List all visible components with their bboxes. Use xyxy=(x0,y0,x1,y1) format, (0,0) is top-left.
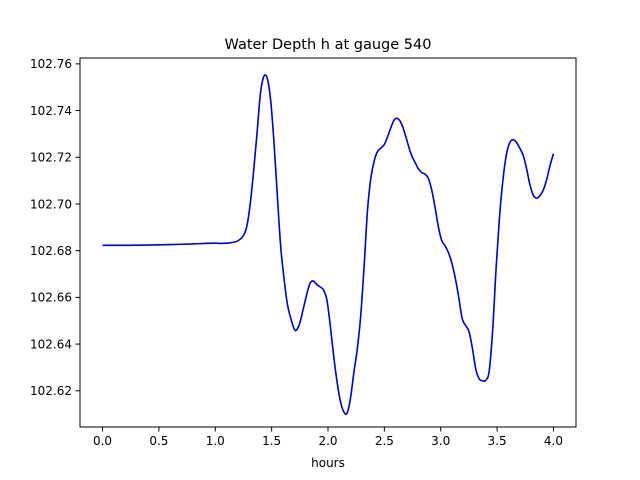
x-tick-label: 2.5 xyxy=(375,434,394,448)
chart-title: Water Depth h at gauge 540 xyxy=(225,37,432,53)
y-tick-label: 102.76 xyxy=(30,57,72,71)
series-layer xyxy=(102,74,555,415)
y-tick-label: 102.66 xyxy=(30,291,72,305)
plot-frame xyxy=(79,57,577,428)
y-tick-label: 102.62 xyxy=(30,384,72,398)
x-tick-label: 2.0 xyxy=(318,434,337,448)
x-tick-label: 0.5 xyxy=(149,434,168,448)
x-tick-label: 1.5 xyxy=(262,434,281,448)
x-tick-label: 3.5 xyxy=(488,434,507,448)
x-axis: 0.0 0.5 1.0 1.5 2.0 2.5 3.0 3.5 4.0 xyxy=(93,427,563,448)
x-tick-label: 4.0 xyxy=(544,434,563,448)
x-axis-label: hours xyxy=(311,456,345,470)
series-line xyxy=(102,74,555,415)
y-tick-label: 102.70 xyxy=(30,197,72,211)
y-axis: 102.62 102.64 102.66 102.68 102.70 102.72 102.… xyxy=(30,57,80,398)
y-tick-label: 102.72 xyxy=(30,151,72,165)
x-tick-label: 3.0 xyxy=(431,434,450,448)
y-tick-label: 102.64 xyxy=(30,337,72,351)
x-tick-label: 0.0 xyxy=(93,434,112,448)
y-tick-label: 102.68 xyxy=(30,244,72,258)
x-tick-label: 1.0 xyxy=(206,434,225,448)
y-tick-label: 102.74 xyxy=(30,104,72,118)
plot-area xyxy=(79,57,577,428)
